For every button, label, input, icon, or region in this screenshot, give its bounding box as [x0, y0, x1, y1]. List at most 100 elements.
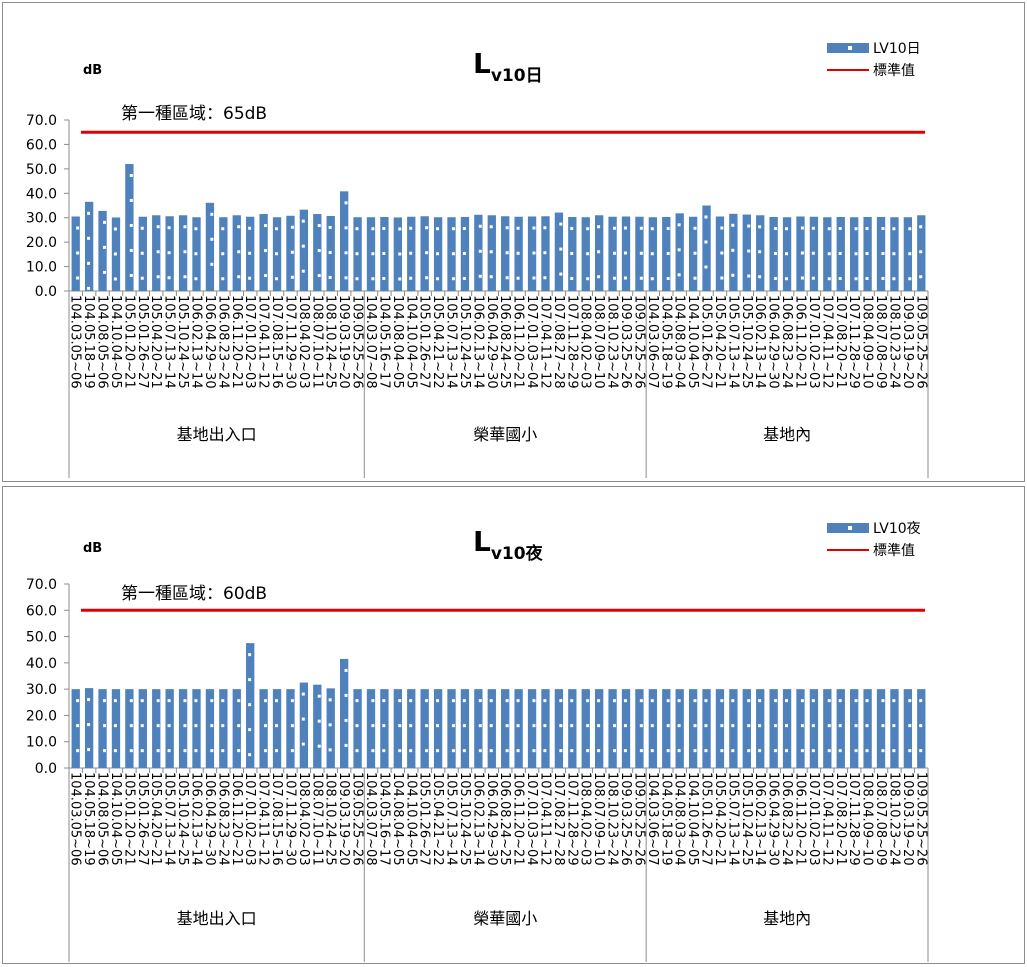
- bar-pattern-dot: [597, 699, 601, 703]
- bar-pattern-dot: [623, 699, 627, 703]
- bar: [917, 689, 926, 768]
- bar-pattern-dot: [167, 749, 171, 753]
- bar-pattern-dot: [865, 251, 869, 255]
- bar-pattern-dot: [543, 724, 547, 728]
- bar: [876, 216, 886, 291]
- bar-pattern-dot: [720, 724, 724, 728]
- x-tick-label: 104.08.03~04: [672, 772, 687, 866]
- bar-pattern-dot: [489, 225, 493, 229]
- bar-pattern-dot: [87, 698, 91, 702]
- bar: [662, 216, 671, 291]
- bar: [165, 689, 174, 768]
- bar-pattern-dot: [248, 753, 252, 757]
- bar-pattern-dot: [704, 265, 708, 269]
- y-tick-label: 0.0: [35, 284, 57, 300]
- y-unit-label: dB: [83, 541, 103, 556]
- bar: [769, 216, 778, 291]
- bar-pattern-dot: [892, 252, 896, 256]
- legend: LV10夜 標準值: [827, 517, 921, 561]
- bar-pattern-dot: [666, 699, 670, 703]
- bar-pattern-dot: [140, 276, 144, 280]
- bar: [796, 216, 805, 291]
- bar-pattern-dot: [221, 749, 225, 753]
- bar-pattern-dot: [290, 275, 294, 279]
- bar-pattern-dot: [623, 749, 627, 753]
- bar-pattern-dot: [731, 248, 735, 252]
- bar-pattern-dot: [210, 724, 214, 728]
- bar-pattern-dot: [140, 699, 144, 703]
- x-tick-label: 106.02.13~14: [189, 295, 204, 389]
- legend-item-series: LV10日: [827, 37, 921, 59]
- bar-pattern-dot: [398, 252, 402, 256]
- bar-pattern-dot: [183, 699, 187, 703]
- bar: [286, 689, 295, 768]
- bar-pattern-dot: [248, 678, 252, 682]
- x-tick-label: 108.07.10~11: [309, 772, 324, 866]
- bar-pattern-dot: [881, 276, 885, 280]
- bar-pattern-dot: [102, 699, 106, 703]
- x-tick-label: 107.01.02~03: [806, 295, 821, 389]
- bar: [393, 689, 402, 768]
- bar-pattern-dot: [693, 251, 697, 255]
- x-tick-label: 104.05.18~19: [81, 772, 96, 866]
- bar-pattern-dot: [451, 277, 455, 281]
- bar: [742, 689, 751, 768]
- bar-pattern-dot: [747, 724, 751, 728]
- x-tick-label: 105.07.13~14: [162, 772, 177, 866]
- bar-pattern-dot: [720, 276, 724, 280]
- bar-pattern-dot: [221, 724, 225, 728]
- legend-item-standard: 標準值: [827, 59, 921, 81]
- bar-pattern-dot: [87, 723, 91, 727]
- x-tick-label: 104.10.04~05: [108, 772, 123, 866]
- bar-pattern-dot: [409, 699, 413, 703]
- bar-pattern-dot: [827, 227, 831, 231]
- bar-pattern-dot: [489, 724, 493, 728]
- bar-pattern-dot: [210, 699, 214, 703]
- bar-pattern-dot: [747, 274, 751, 278]
- bar: [850, 217, 859, 291]
- bar-pattern-dot: [919, 749, 923, 753]
- bar-pattern-dot: [221, 252, 225, 256]
- bar-pattern-dot: [409, 724, 413, 728]
- x-tick-label: 105.10.24~25: [175, 772, 190, 866]
- x-tick-label: 107.11.29~30: [282, 295, 297, 389]
- bar-pattern-dot: [811, 724, 815, 728]
- group-label: 榮華國小: [473, 909, 537, 928]
- x-tick-label: 104.03.05~06: [68, 295, 83, 389]
- bar: [809, 689, 819, 768]
- x-tick-label: 104.03.07~08: [363, 772, 378, 866]
- x-tick-label: 107.11.28~29: [564, 772, 579, 866]
- chart-title-main: L: [473, 47, 491, 80]
- bar-pattern-dot: [274, 252, 278, 256]
- x-tick-label: 104.08.05~06: [95, 295, 110, 389]
- x-tick-label: 106.11.20~21: [792, 295, 807, 389]
- x-tick-label: 105.01.26~27: [699, 772, 714, 866]
- bar-pattern-dot: [720, 226, 724, 230]
- bar-pattern-dot: [892, 699, 896, 703]
- bar-pattern-dot: [919, 724, 923, 728]
- bar: [474, 214, 483, 291]
- x-tick-label: 108.07.08~09: [873, 772, 888, 866]
- bar-pattern-dot: [371, 277, 375, 281]
- x-tick-label: 105.01.20~21: [121, 295, 136, 389]
- bar-pattern-dot: [167, 226, 171, 230]
- x-tick-label: 107.08.15~16: [269, 295, 284, 389]
- x-tick-label: 107.08.27~28: [551, 295, 566, 389]
- bar-pattern-dot: [344, 743, 348, 747]
- bar-pattern-dot: [704, 699, 708, 703]
- x-tick-label: 106.11.20~21: [229, 295, 244, 389]
- x-tick-label: 106.04.29~30: [484, 772, 499, 866]
- x-tick-label: 104.08.05~06: [95, 772, 110, 866]
- bar: [850, 689, 859, 768]
- bar-pattern-dot: [597, 749, 601, 753]
- bar-pattern-dot: [436, 252, 440, 256]
- bar-pattern-dot: [317, 224, 321, 228]
- bar-pattern-dot: [784, 724, 788, 728]
- bar-pattern-dot: [505, 699, 509, 703]
- bar: [326, 688, 335, 768]
- x-tick-label: 106.04.29~30: [766, 295, 781, 389]
- bar: [138, 689, 147, 768]
- bar-pattern-dot: [677, 749, 681, 753]
- bar-pattern-dot: [693, 276, 697, 280]
- bar-pattern-dot: [371, 749, 375, 753]
